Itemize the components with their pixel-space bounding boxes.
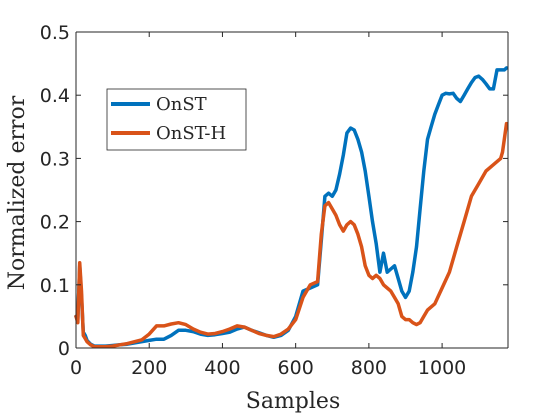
x-tick-label: 0: [70, 357, 82, 379]
y-tick-label: 0.1: [40, 275, 70, 297]
x-axis-title: Samples: [246, 389, 340, 414]
legend-box: [106, 88, 247, 151]
legend: OnST OnST-H: [106, 88, 247, 151]
series-line-onst: [74, 66, 509, 348]
x-tick-label: 600: [278, 357, 314, 379]
x-tick-label: 800: [351, 357, 387, 379]
y-tick-label: 0: [58, 338, 70, 360]
legend-label-onst-h: OnST-H: [156, 123, 226, 144]
legend-label-onst: OnST: [156, 94, 207, 115]
y-tick-label: 0.2: [40, 212, 70, 234]
x-tick-label: 400: [204, 357, 240, 379]
x-tick-label: 200: [131, 357, 167, 379]
y-tick-label: 0.4: [40, 85, 70, 107]
axes-layer: [75, 31, 509, 349]
y-tick-label: 0.5: [40, 22, 70, 44]
x-tick-label: 1000: [418, 357, 466, 379]
series-line-onst-h: [74, 121, 509, 349]
y-tick-label: 0.3: [40, 148, 70, 170]
series-layer: [74, 66, 509, 349]
ticks-layer: 0 200 400 600 800 1000 0 0.1 0.2 0.3 0.4 0.5: [40, 22, 508, 379]
y-axis-title: Normalized error: [5, 95, 30, 290]
